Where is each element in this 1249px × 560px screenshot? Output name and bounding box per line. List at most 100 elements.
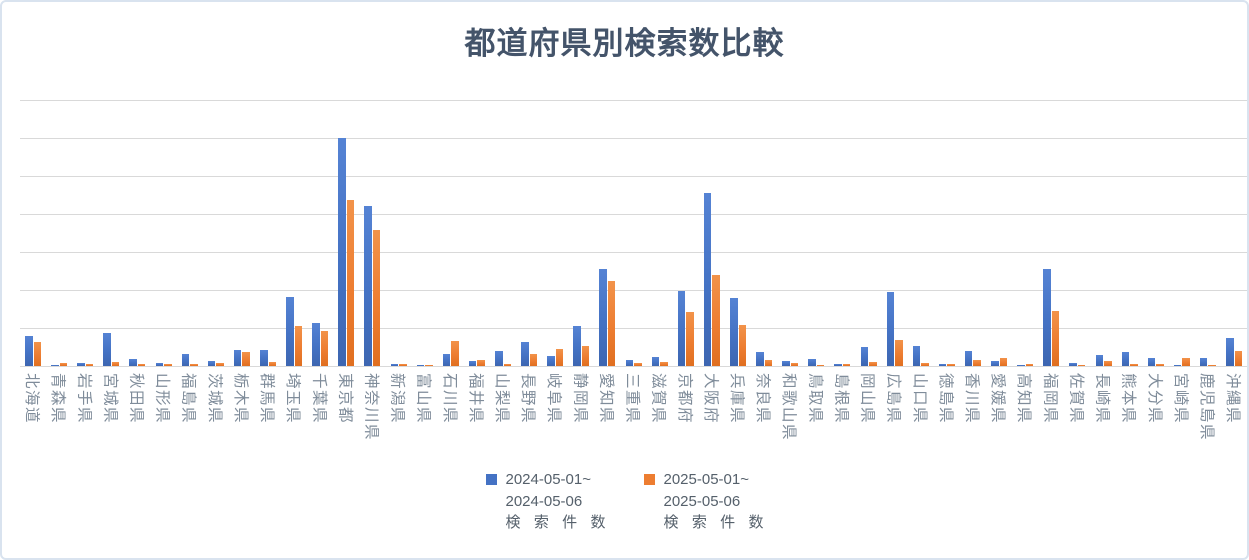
bar-2025[interactable]: [973, 359, 981, 366]
bar-2025[interactable]: [607, 280, 616, 366]
bar-2024[interactable]: [129, 359, 137, 366]
bar-2024[interactable]: [416, 365, 425, 366]
bar-2024[interactable]: [991, 360, 999, 366]
bar-2025[interactable]: [477, 360, 485, 366]
bar-2024[interactable]: [938, 364, 947, 366]
bar-2024[interactable]: [573, 326, 581, 366]
bar-2024[interactable]: [25, 335, 33, 366]
bar-2025[interactable]: [555, 349, 564, 366]
bar-2024[interactable]: [625, 360, 634, 366]
bar-2025[interactable]: [1156, 364, 1164, 366]
bar-2024[interactable]: [233, 350, 242, 366]
bar-2025[interactable]: [686, 312, 694, 366]
bar-2024[interactable]: [1043, 269, 1051, 366]
bar-2025[interactable]: [399, 364, 407, 366]
bar-2024[interactable]: [1095, 354, 1104, 366]
bar-2024[interactable]: [260, 350, 268, 366]
bar-2025[interactable]: [999, 357, 1008, 366]
bar-2025[interactable]: [1234, 350, 1243, 366]
bar-2024[interactable]: [730, 297, 738, 366]
bar-2025[interactable]: [1182, 358, 1190, 366]
bar-2024[interactable]: [364, 206, 372, 366]
bar-2024[interactable]: [1226, 338, 1234, 366]
bar-2025[interactable]: [842, 364, 851, 366]
bar-2025[interactable]: [660, 362, 668, 366]
bar-2025[interactable]: [268, 362, 277, 366]
bar-2025[interactable]: [85, 364, 94, 366]
bar-2025[interactable]: [137, 364, 146, 366]
bar-2024[interactable]: [1069, 362, 1077, 366]
bar-2024[interactable]: [782, 360, 790, 366]
bar-2024[interactable]: [338, 138, 346, 366]
bar-2025[interactable]: [111, 362, 120, 366]
bar-2024[interactable]: [651, 357, 660, 366]
bar-2025[interactable]: [1077, 365, 1086, 366]
bar-2025[interactable]: [216, 362, 224, 366]
bar-2025[interactable]: [634, 362, 642, 366]
bar-2025[interactable]: [190, 364, 198, 366]
bar-2025[interactable]: [1208, 365, 1216, 366]
bar-2024[interactable]: [155, 362, 164, 366]
bar-2025[interactable]: [164, 364, 172, 366]
bar-2025[interactable]: [1025, 363, 1034, 366]
bar-2024[interactable]: [599, 269, 607, 366]
bar-2024[interactable]: [390, 364, 399, 366]
bar-2025[interactable]: [895, 340, 903, 366]
bar-2024[interactable]: [1017, 365, 1025, 366]
bar-2024[interactable]: [912, 345, 921, 366]
bar-2025[interactable]: [581, 345, 590, 366]
legend-item-2024[interactable]: 2024-05-01~ 2024-05-06 検索件数: [485, 469, 606, 534]
bar-2024[interactable]: [1147, 357, 1156, 366]
bar-2025[interactable]: [425, 365, 433, 366]
bar-2024[interactable]: [547, 355, 555, 366]
bar-2025[interactable]: [1051, 310, 1060, 366]
bar-group: [46, 100, 72, 366]
bar-2024[interactable]: [1199, 358, 1208, 366]
bar-2024[interactable]: [51, 364, 59, 366]
bar-2024[interactable]: [886, 291, 895, 366]
bar-2025[interactable]: [764, 360, 773, 366]
bar-2024[interactable]: [703, 192, 712, 366]
bar-2025[interactable]: [738, 325, 746, 366]
bar-2025[interactable]: [242, 351, 250, 366]
bar-2025[interactable]: [947, 363, 955, 366]
bar-2024[interactable]: [808, 359, 816, 366]
x-axis-label: 宮城県: [101, 373, 119, 425]
bar-2025[interactable]: [790, 362, 799, 366]
bar-2024[interactable]: [312, 322, 320, 366]
x-axis-label: 青森県: [49, 373, 67, 425]
bar-2025[interactable]: [59, 362, 68, 366]
bar-2024[interactable]: [77, 363, 85, 366]
bar-2024[interactable]: [495, 351, 503, 366]
x-axis-label: 山梨県: [493, 373, 511, 425]
bar-2025[interactable]: [372, 229, 381, 366]
bar-2024[interactable]: [442, 353, 451, 366]
bar-2025[interactable]: [869, 361, 877, 366]
bar-2024[interactable]: [1173, 365, 1182, 366]
bar-2024[interactable]: [677, 291, 686, 366]
bar-2024[interactable]: [286, 296, 294, 366]
bar-2025[interactable]: [451, 341, 459, 366]
bar-2025[interactable]: [816, 365, 825, 366]
bar-2025[interactable]: [503, 364, 512, 366]
bar-2025[interactable]: [529, 354, 538, 366]
bar-2024[interactable]: [207, 361, 216, 366]
bar-2024[interactable]: [860, 347, 869, 366]
bar-2024[interactable]: [181, 353, 190, 366]
bar-2025[interactable]: [1130, 364, 1138, 366]
bar-2024[interactable]: [103, 332, 111, 366]
bar-2024[interactable]: [964, 350, 973, 366]
bar-2025[interactable]: [320, 330, 329, 366]
bar-2025[interactable]: [294, 326, 303, 366]
bar-2024[interactable]: [468, 361, 477, 366]
legend-item-2025[interactable]: 2025-05-01~ 2025-05-06 検索件数: [643, 469, 764, 534]
bar-2024[interactable]: [834, 364, 842, 366]
bar-2025[interactable]: [921, 362, 929, 366]
bar-2025[interactable]: [712, 274, 720, 366]
bar-2025[interactable]: [346, 199, 355, 366]
bar-2024[interactable]: [521, 342, 529, 366]
bar-2025[interactable]: [1104, 360, 1112, 366]
bar-2025[interactable]: [33, 342, 42, 366]
bar-2024[interactable]: [756, 351, 764, 366]
bar-2024[interactable]: [1121, 351, 1130, 366]
